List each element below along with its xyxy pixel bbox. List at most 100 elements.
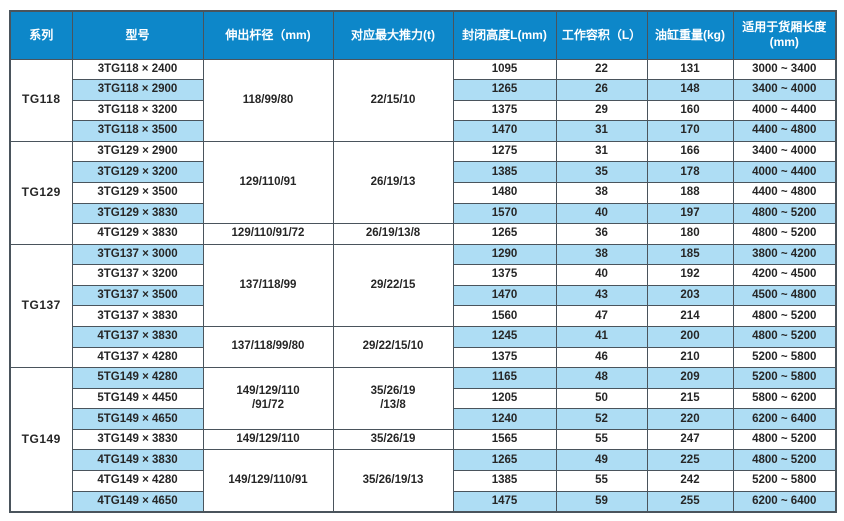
thrust-cell: 26/19/13/8 (332, 223, 454, 245)
thrust-cell: 35/26/19 (332, 428, 454, 451)
cargo-length-cell: 4800 ~ 5200 (732, 202, 837, 225)
working-volume-cell: 46 (555, 346, 648, 369)
model-cell: 4TG137 × 3830 (71, 326, 204, 348)
cylinder-weight-cell: 214 (646, 305, 734, 328)
working-volume-cell: 36 (555, 223, 648, 245)
table-row: 3TG137 × 3200 1375 40 192 4200 ~ 4500 (10, 264, 837, 286)
working-volume-cell: 35 (555, 161, 648, 183)
table-row: 4TG137 × 3830 137/118/99/80 29/22/15/10 124… (10, 326, 837, 369)
closed-height-cell: 1265 (452, 223, 557, 245)
closed-height-cell: 1570 (452, 202, 557, 225)
table-row: 3TG137 × 3500 1470 43 203 4500 ~ 4800 (10, 284, 837, 307)
table-body: TG118 3TG118 × 2400 118/99/80 22/15/10 1095 2… (9, 58, 837, 513)
closed-height-cell: 1375 (452, 99, 557, 122)
model-cell: 3TG129 × 3830 (71, 202, 204, 225)
working-volume-cell: 49 (555, 449, 648, 472)
table-row: 4TG129 × 3830 129/110/91/72 26/19/13/8 1265… (10, 223, 837, 245)
model-cell: 3TG118 × 2400 (71, 58, 204, 81)
rod-cell: 129/110/91 (202, 140, 334, 225)
cargo-length-cell: 4000 ~ 4400 (732, 99, 837, 122)
cylinder-weight-cell: 148 (646, 79, 734, 101)
rod-cell: 149/129/110 (202, 428, 334, 451)
cargo-length-cell: 6200 ~ 6400 (732, 408, 837, 430)
cargo-length-cell: 3000 ~ 3400 (732, 58, 837, 81)
model-cell: 3TG118 × 2900 (71, 79, 204, 101)
rod-cell: 137/118/99 (202, 243, 334, 328)
model-cell: 3TG129 × 3500 (71, 181, 204, 204)
series-cell: TG149 (9, 367, 73, 513)
model-cell: 4TG149 × 4280 (71, 470, 204, 492)
cargo-length-cell: 4000 ~ 4400 (732, 161, 837, 183)
cylinder-weight-cell: 185 (646, 243, 734, 266)
cylinder-weight-cell: 166 (646, 140, 734, 163)
closed-height-cell: 1165 (452, 367, 557, 389)
model-cell: 3TG137 × 3000 (71, 243, 204, 266)
cargo-length-cell: 4800 ~ 5200 (732, 326, 837, 348)
cargo-length-cell: 3800 ~ 4200 (732, 243, 837, 266)
closed-height-cell: 1095 (452, 58, 557, 81)
column-header-6: 工作容积（L） (555, 10, 648, 60)
cargo-length-cell: 3400 ~ 4000 (732, 140, 837, 163)
closed-height-cell: 1470 (452, 284, 557, 307)
rod-cell: 137/118/99/80 (202, 326, 334, 369)
cylinder-weight-cell: 255 (646, 490, 734, 513)
closed-height-cell: 1385 (452, 470, 557, 492)
cargo-length-cell: 5200 ~ 5800 (732, 346, 837, 369)
table-row: 5TG149 × 4650 1240 52 220 6200 ~ 6400 (10, 408, 837, 430)
column-header-8: 适用于货厢长度 (mm) (732, 10, 837, 60)
table-row: TG129 3TG129 × 2900 129/110/91 26/19/13 1275… (9, 140, 837, 245)
cargo-length-cell: 4200 ~ 4500 (732, 264, 837, 286)
cargo-length-cell: 6200 ~ 6400 (732, 490, 837, 513)
thrust-cell: 29/22/15/10 (332, 326, 454, 369)
cylinder-weight-cell: 160 (646, 99, 734, 122)
table-row: 4TG137 × 4280 1375 46 210 5200 ~ 5800 (10, 346, 837, 369)
working-volume-cell: 48 (555, 367, 648, 389)
table-row: 4TG149 × 4650 1475 59 255 6200 ~ 6400 (10, 490, 837, 513)
rod-cell: 149/129/110 /91/72 (202, 367, 334, 430)
working-volume-cell: 29 (555, 99, 648, 122)
model-cell: 4TG149 × 3830 (71, 449, 204, 472)
cargo-length-cell: 4500 ~ 4800 (732, 284, 837, 307)
working-volume-cell: 31 (555, 120, 648, 142)
rod-cell: 118/99/80 (202, 58, 334, 142)
column-header-5: 封闭高度L(mm) (452, 10, 557, 60)
working-volume-cell: 40 (555, 202, 648, 225)
working-volume-cell: 43 (555, 284, 648, 307)
model-cell: 3TG118 × 3500 (71, 120, 204, 142)
table-header: 系列 型号 伸出杆径（mm) 对应最大推力(t) 封闭高度L(mm) 工作容积（L） 油缸重… (9, 10, 837, 60)
cargo-length-cell: 5800 ~ 6200 (732, 387, 837, 410)
cylinder-weight-cell: 225 (646, 449, 734, 472)
closed-height-cell: 1375 (452, 346, 557, 369)
working-volume-cell: 26 (555, 79, 648, 101)
cylinder-weight-cell: 188 (646, 181, 734, 204)
header-row: 系列 型号 伸出杆径（mm) 对应最大推力(t) 封闭高度L(mm) 工作容积（L） 油缸重… (9, 10, 837, 60)
cylinder-weight-cell: 178 (646, 161, 734, 183)
closed-height-cell: 1565 (452, 428, 557, 451)
cylinder-weight-cell: 220 (646, 408, 734, 430)
working-volume-cell: 40 (555, 264, 648, 286)
column-header-1: 系列 (9, 10, 73, 60)
cargo-length-cell: 4400 ~ 4800 (732, 120, 837, 142)
cargo-length-cell: 4400 ~ 4800 (732, 181, 837, 204)
model-cell: 3TG137 × 3500 (71, 284, 204, 307)
column-header-4: 对应最大推力(t) (332, 10, 454, 60)
model-cell: 3TG118 × 3200 (71, 99, 204, 122)
closed-height-cell: 1385 (452, 161, 557, 183)
model-cell: 5TG149 × 4450 (71, 387, 204, 410)
working-volume-cell: 59 (555, 490, 648, 513)
table-row: 4TG149 × 3830 149/129/110/91 35/26/19/13 12… (10, 449, 837, 513)
cylinder-weight-cell: 210 (646, 346, 734, 369)
working-volume-cell: 38 (555, 243, 648, 266)
closed-height-cell: 1275 (452, 140, 557, 163)
cargo-length-cell: 4800 ~ 5200 (732, 223, 837, 245)
working-volume-cell: 41 (555, 326, 648, 348)
column-header-7: 油缸重量(kg) (646, 10, 734, 60)
cylinder-weight-cell: 247 (646, 428, 734, 451)
table-row: 3TG149 × 3830 149/129/110 35/26/19 1565 55 24… (10, 428, 837, 451)
model-cell: 3TG137 × 3830 (71, 305, 204, 328)
cargo-length-cell: 4800 ~ 5200 (732, 305, 837, 328)
closed-height-cell: 1560 (452, 305, 557, 328)
rod-cell: 129/110/91/72 (202, 223, 334, 245)
working-volume-cell: 50 (555, 387, 648, 410)
closed-height-cell: 1240 (452, 408, 557, 430)
